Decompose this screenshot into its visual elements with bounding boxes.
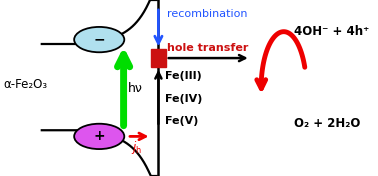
Text: hν: hν xyxy=(128,81,143,95)
Text: $\mathit{j}_\mathrm{h}$: $\mathit{j}_\mathrm{h}$ xyxy=(130,139,142,156)
Circle shape xyxy=(74,27,124,52)
Text: Fe(III): Fe(III) xyxy=(165,71,202,81)
Text: 4OH⁻ + 4h⁺: 4OH⁻ + 4h⁺ xyxy=(294,25,369,38)
Text: −: − xyxy=(93,33,105,47)
Text: O₂ + 2H₂O: O₂ + 2H₂O xyxy=(294,117,361,130)
Bar xyxy=(151,49,166,67)
Text: Fe(IV): Fe(IV) xyxy=(165,94,203,103)
Text: +: + xyxy=(93,129,105,143)
Text: recombination: recombination xyxy=(167,9,248,19)
Circle shape xyxy=(74,124,124,149)
Text: Fe(V): Fe(V) xyxy=(165,117,199,126)
Text: hole transfer: hole transfer xyxy=(167,43,248,53)
Text: α-Fe₂O₃: α-Fe₂O₃ xyxy=(3,78,48,91)
